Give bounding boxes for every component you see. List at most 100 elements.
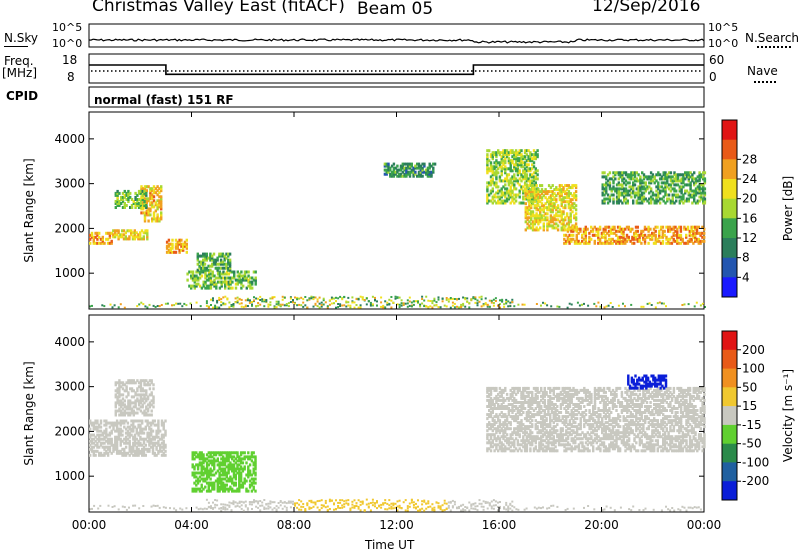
- echo-pixel: [615, 239, 618, 243]
- echo-pixel: [126, 437, 130, 441]
- echo-pixel: [255, 297, 258, 300]
- echo-pixel: [509, 161, 512, 165]
- echo-pixel: [218, 274, 222, 278]
- echo-pixel: [491, 157, 494, 161]
- echo-pixel: [230, 304, 233, 307]
- echo-pixel: [213, 481, 216, 485]
- echo-pixel: [241, 469, 245, 473]
- echo-pixel: [145, 211, 148, 215]
- echo-pixel: [649, 179, 653, 183]
- echo-pixel: [627, 227, 630, 231]
- echo-pixel: [568, 237, 571, 241]
- echo-pixel: [626, 173, 629, 177]
- echo-pixel: [558, 198, 562, 202]
- echo-pixel: [689, 195, 692, 199]
- echo-pixel: [603, 193, 606, 197]
- echo-pixel: [511, 155, 514, 159]
- echo-pixel: [159, 443, 162, 447]
- echo-pixel: [267, 507, 270, 510]
- echo-pixel: [505, 396, 509, 400]
- echo-pixel: [141, 403, 144, 407]
- echo-pixel: [532, 179, 536, 183]
- echo-pixel: [129, 405, 132, 409]
- echo-pixel: [253, 299, 255, 302]
- echo-pixel: [426, 168, 430, 172]
- echo-pixel: [529, 179, 532, 183]
- echo-pixel: [160, 187, 163, 191]
- echo-pixel: [698, 179, 701, 183]
- echo-pixel: [180, 244, 183, 248]
- echo-pixel: [98, 453, 101, 457]
- echo-pixel: [90, 231, 94, 235]
- echo-pixel: [693, 177, 696, 181]
- echo-pixel: [685, 509, 688, 512]
- echo-pixel: [505, 427, 509, 431]
- echo-pixel: [502, 388, 505, 392]
- echo-pixel: [564, 204, 567, 208]
- echo-pixel: [601, 175, 604, 179]
- echo-pixel: [110, 423, 113, 427]
- echo-pixel: [507, 441, 511, 445]
- echo-pixel: [106, 451, 110, 455]
- echo-pixel: [556, 218, 560, 222]
- echo-pixel: [551, 198, 554, 202]
- echo-pixel: [671, 175, 674, 179]
- echo-pixel: [615, 189, 619, 193]
- echo-pixel: [423, 500, 426, 503]
- echo-pixel: [251, 286, 254, 290]
- echo-pixel: [571, 194, 574, 198]
- echo-pixel: [390, 164, 394, 168]
- echo-pixel: [363, 509, 366, 512]
- echo-pixel: [242, 274, 245, 278]
- echo-pixel: [497, 201, 500, 205]
- echo-pixel: [145, 389, 148, 393]
- echo-pixel: [486, 435, 489, 439]
- echo-pixel: [529, 401, 532, 404]
- echo-pixel: [530, 216, 533, 220]
- echo-pixel: [143, 217, 147, 221]
- echo-pixel: [560, 226, 563, 230]
- echo-pixel: [219, 260, 223, 264]
- echo-pixel: [212, 501, 214, 504]
- echo-pixel: [699, 304, 702, 307]
- echo-pixel: [135, 419, 138, 423]
- echo-pixel: [658, 239, 661, 243]
- echo-pixel: [128, 506, 130, 509]
- echo-pixel: [698, 183, 701, 187]
- echo-pixel: [558, 190, 562, 194]
- echo-pixel: [289, 301, 292, 303]
- echo-pixel: [230, 509, 233, 512]
- echo-pixel: [507, 161, 511, 165]
- echo-pixel: [376, 501, 378, 504]
- echo-pixel: [205, 473, 209, 477]
- echo-pixel: [605, 197, 608, 201]
- echo-pixel: [607, 233, 611, 237]
- echo-pixel: [664, 193, 667, 197]
- echo-pixel: [532, 398, 536, 402]
- echo-pixel: [225, 451, 228, 455]
- echo-pixel: [532, 413, 536, 417]
- echo-pixel: [116, 193, 119, 197]
- echo-pixel: [518, 388, 521, 392]
- echo-pixel: [553, 218, 556, 222]
- echo-pixel: [597, 235, 600, 239]
- echo-pixel: [439, 508, 442, 511]
- echo-pixel: [143, 381, 146, 385]
- echo-pixel: [509, 167, 512, 171]
- echo-pixel: [228, 258, 232, 262]
- echo-pixel: [639, 187, 642, 191]
- echo-pixel: [666, 177, 669, 181]
- echo-pixel: [632, 173, 635, 177]
- echo-pixel: [553, 204, 556, 208]
- echo-pixel: [493, 386, 496, 390]
- echo-pixel: [610, 189, 613, 193]
- echo-pixel: [308, 297, 311, 300]
- echo-pixel: [693, 171, 696, 175]
- echo-pixel: [149, 213, 152, 217]
- echo-pixel: [549, 224, 553, 228]
- echo-pixel: [638, 235, 641, 239]
- echo-pixel: [197, 282, 200, 286]
- echo-pixel: [357, 507, 360, 510]
- echo-pixel: [207, 501, 210, 504]
- echo-pixel: [135, 447, 138, 451]
